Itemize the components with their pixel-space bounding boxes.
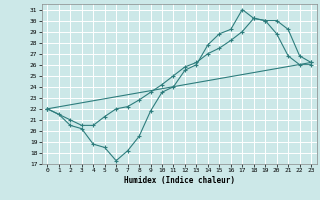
X-axis label: Humidex (Indice chaleur): Humidex (Indice chaleur) [124,176,235,185]
